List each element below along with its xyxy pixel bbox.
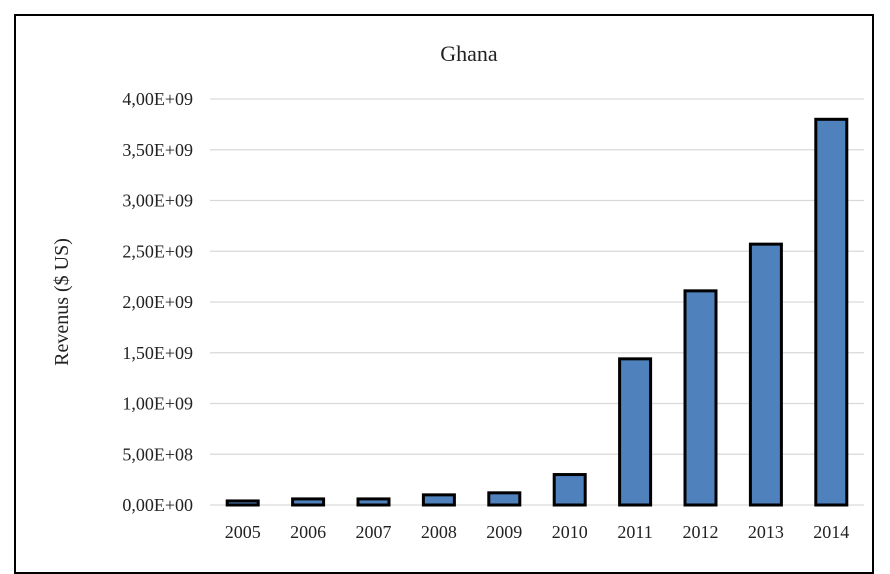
bar-2011 [618, 357, 653, 507]
x-tick-label: 2014 [813, 522, 849, 542]
bar-2007 [356, 497, 391, 507]
x-tick-label: 2013 [748, 522, 784, 542]
y-tick-label: 1,00E+09 [122, 394, 193, 414]
x-tick-label: 2006 [290, 522, 326, 542]
y-tick-label: 1,50E+09 [122, 343, 193, 363]
x-tick-label: 2008 [421, 522, 457, 542]
y-tick-label: 3,50E+09 [122, 140, 193, 160]
y-tick-labels: 0,00E+00 5,00E+08 1,00E+09 1,50E+09 2,00E+09… [122, 89, 193, 515]
y-tick-label: 5,00E+08 [122, 444, 193, 464]
bar-chart: 0,00E+00 5,00E+08 1,00E+09 1,50E+09 2,00E+09… [51, 41, 864, 542]
bars [225, 117, 849, 507]
x-tick-label: 2011 [617, 522, 652, 542]
chart-frame [14, 14, 874, 574]
bar-2012 [683, 289, 718, 507]
bar-2013 [748, 242, 783, 507]
x-tick-labels: 2005 2006 2007 2008 2009 2010 2011 2012 2013 2014 [225, 522, 850, 542]
y-tick-label: 2,00E+09 [122, 292, 193, 312]
x-tick-label: 2010 [552, 522, 588, 542]
x-tick-label: 2005 [225, 522, 261, 542]
bar-2009 [487, 491, 522, 507]
bar-2014 [814, 117, 849, 507]
bar-2006 [291, 497, 326, 507]
bar-2005 [225, 499, 260, 507]
chart-title: Ghana [440, 41, 498, 66]
y-tick-label: 0,00E+00 [122, 495, 193, 515]
y-tick-label: 4,00E+09 [122, 89, 193, 109]
y-axis-label: Revenus ($ US) [51, 238, 73, 366]
x-tick-label: 2007 [356, 522, 392, 542]
y-tick-label: 2,50E+09 [122, 241, 193, 261]
y-tick-label: 3,00E+09 [122, 191, 193, 211]
x-tick-label: 2012 [683, 522, 719, 542]
x-tick-label: 2009 [486, 522, 522, 542]
bar-2010 [552, 473, 587, 507]
bar-2008 [421, 493, 456, 507]
